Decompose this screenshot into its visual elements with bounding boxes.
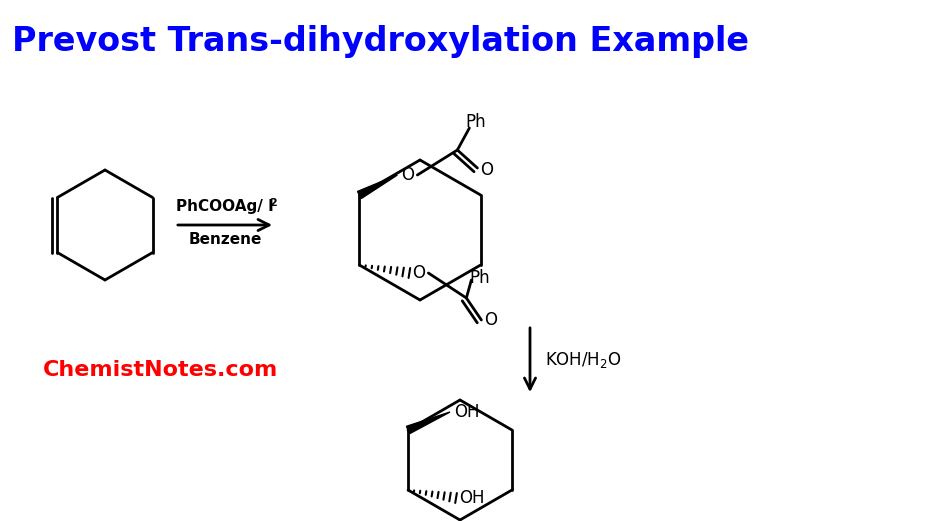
Text: Ph: Ph xyxy=(466,113,486,131)
Text: Benzene: Benzene xyxy=(188,232,262,247)
Text: PhCOOAg/ I: PhCOOAg/ I xyxy=(176,200,274,215)
Polygon shape xyxy=(407,412,450,433)
Text: ChemistNotes.com: ChemistNotes.com xyxy=(43,360,277,380)
Text: KOH/H$_2$O: KOH/H$_2$O xyxy=(545,350,622,370)
Polygon shape xyxy=(358,175,398,199)
Text: O: O xyxy=(401,166,414,184)
Text: OH: OH xyxy=(454,403,479,421)
Text: 2: 2 xyxy=(269,198,277,208)
Text: OH: OH xyxy=(459,489,484,507)
Text: O: O xyxy=(484,311,497,329)
Text: Ph: Ph xyxy=(469,269,490,287)
Text: Prevost Trans-dihydroxylation Example: Prevost Trans-dihydroxylation Example xyxy=(12,26,749,58)
Text: O: O xyxy=(480,161,493,179)
Text: O: O xyxy=(412,264,425,282)
